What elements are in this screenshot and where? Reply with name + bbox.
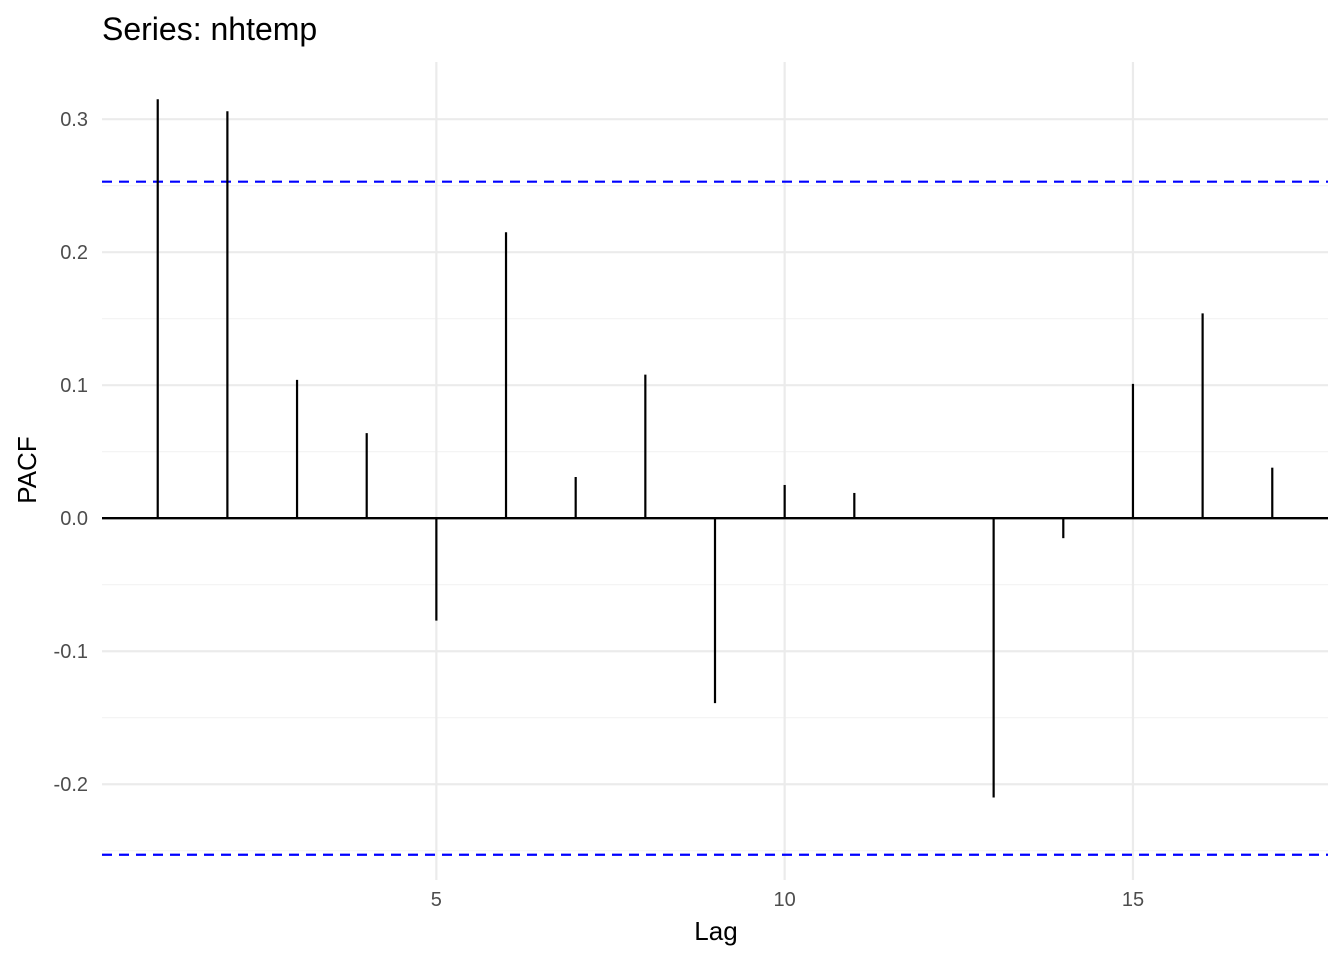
x-tick-label: 10 [774,889,796,911]
confidence-bounds [102,180,1328,856]
grid [102,62,1328,880]
y-tick-label: -0.2 [54,774,88,796]
x-axis-title: Lag [694,916,737,946]
y-tick-label: 0.0 [60,508,88,530]
y-axis-title: PACF [12,436,42,503]
y-axis-ticks: 0.3 0.2 0.1 0.0 -0.1 -0.2 [54,109,88,796]
y-tick-label: 0.1 [60,375,88,397]
pacf-bars [156,99,1274,798]
x-axis-ticks: 5 10 15 [431,889,1144,911]
x-tick-label: 15 [1122,889,1144,911]
y-tick-label: 0.2 [60,242,88,264]
y-tick-label: -0.1 [54,641,88,663]
x-tick-label: 5 [431,889,442,911]
chart-title: Series: nhtemp [102,11,317,47]
y-tick-label: 0.3 [60,109,88,131]
